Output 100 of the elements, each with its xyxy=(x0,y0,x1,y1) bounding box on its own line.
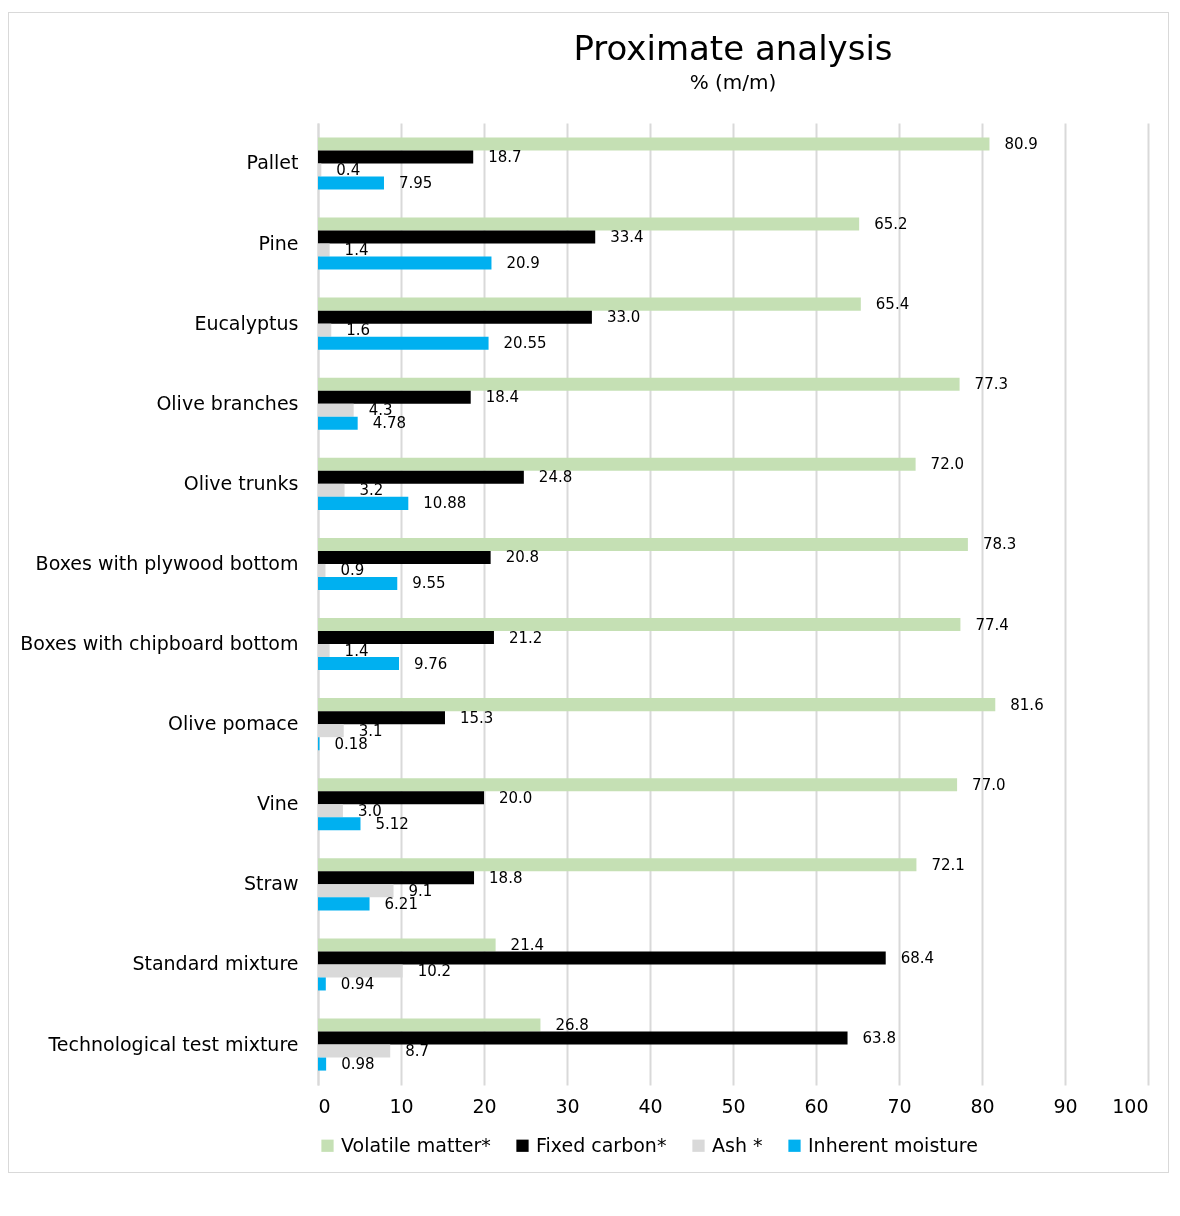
y-tick-label: Straw xyxy=(243,872,299,895)
bar xyxy=(318,804,343,818)
data-label: 65.4 xyxy=(875,295,910,314)
data-label: 21.2 xyxy=(508,628,543,647)
x-tick-label: 70 xyxy=(887,1094,912,1117)
data-label: 20.0 xyxy=(499,788,533,807)
bar xyxy=(318,778,958,792)
data-label: 77.3 xyxy=(974,375,1008,394)
y-tick-label: Olive trunks xyxy=(183,471,299,494)
data-label: 3.2 xyxy=(359,481,384,500)
data-label: 26.8 xyxy=(555,1016,589,1035)
data-label: 72.1 xyxy=(931,855,965,874)
bar xyxy=(318,897,370,911)
y-tick-label: Boxes with chipboard bottom xyxy=(20,632,299,655)
data-label: 20.55 xyxy=(503,334,547,353)
data-label: 1.6 xyxy=(346,321,371,340)
y-tick-label: Eucalyptus xyxy=(194,311,299,334)
bar xyxy=(318,871,475,885)
bar xyxy=(318,644,330,658)
bar xyxy=(318,496,409,510)
bar xyxy=(318,711,445,725)
data-label: 15.3 xyxy=(459,708,494,727)
legend-label: Inherent moisture xyxy=(808,1133,978,1156)
bar xyxy=(318,310,592,324)
bar xyxy=(318,163,322,177)
bar xyxy=(318,884,394,898)
x-tick-label: 80 xyxy=(970,1094,995,1117)
y-tick-label: Olive pomace xyxy=(168,712,299,735)
bar xyxy=(318,858,917,872)
data-label: 20.8 xyxy=(505,548,540,567)
y-tick-label: Boxes with plywood bottom xyxy=(35,551,299,574)
bar xyxy=(318,217,860,231)
y-tick-label: Technological test mixture xyxy=(47,1032,299,1055)
bar xyxy=(318,537,968,551)
data-label: 18.4 xyxy=(485,388,520,407)
bar xyxy=(318,631,494,645)
y-tick-label: Pine xyxy=(258,231,299,254)
bar xyxy=(318,1044,391,1058)
data-label: 0.4 xyxy=(336,160,361,179)
bar xyxy=(318,297,861,311)
bar xyxy=(318,256,492,270)
x-tick-label: 10 xyxy=(389,1094,414,1117)
data-label: 10.88 xyxy=(423,494,467,513)
data-label: 21.4 xyxy=(510,935,545,954)
x-tick-label: 0 xyxy=(318,1094,331,1117)
data-label: 7.95 xyxy=(398,173,433,192)
data-label: 8.7 xyxy=(405,1042,430,1061)
data-label: 77.4 xyxy=(975,615,1009,634)
data-label: 80.9 xyxy=(1004,134,1038,153)
data-label: 65.2 xyxy=(874,215,908,234)
bar xyxy=(318,323,332,337)
data-label: 33.0 xyxy=(606,308,641,327)
y-tick-label: Pallet xyxy=(246,151,299,174)
bar xyxy=(318,791,484,805)
bar xyxy=(318,1057,327,1071)
data-label: 18.8 xyxy=(489,868,523,887)
bar xyxy=(318,390,471,404)
bar xyxy=(318,817,361,831)
bar xyxy=(318,483,345,497)
data-label: 77.0 xyxy=(972,775,1006,794)
data-label: 72.0 xyxy=(930,455,965,474)
data-label: 1.4 xyxy=(344,641,369,660)
data-label: 18.7 xyxy=(488,147,522,166)
bar xyxy=(318,150,474,164)
bar xyxy=(318,1018,541,1032)
bar xyxy=(318,938,496,952)
x-tick-label: 20 xyxy=(472,1094,497,1117)
legend-label: Volatile matter* xyxy=(341,1133,491,1156)
bar xyxy=(318,336,489,350)
data-label: 78.3 xyxy=(982,535,1017,554)
bar xyxy=(318,951,886,965)
data-label: 9.76 xyxy=(414,654,448,673)
data-label: 10.2 xyxy=(417,961,452,980)
bar xyxy=(318,176,384,190)
data-label: 9.55 xyxy=(412,574,446,593)
bar xyxy=(318,698,996,712)
x-tick-label: 90 xyxy=(1053,1094,1078,1117)
y-tick-label: Vine xyxy=(256,792,299,815)
bar xyxy=(318,657,400,671)
x-tick-label: 50 xyxy=(721,1094,746,1117)
data-label: 20.9 xyxy=(506,254,540,273)
data-label: 24.8 xyxy=(538,468,573,487)
x-tick-label: 30 xyxy=(555,1094,580,1117)
bar xyxy=(318,977,326,991)
bar xyxy=(318,230,596,244)
data-label: 0.98 xyxy=(341,1055,375,1074)
data-label: 1.4 xyxy=(344,241,369,260)
bar xyxy=(318,137,990,151)
bar xyxy=(318,550,491,564)
x-tick-label: 60 xyxy=(804,1094,829,1117)
y-tick-label: Standard mixture xyxy=(132,952,299,975)
legend-label: Fixed carbon* xyxy=(536,1133,667,1156)
bar xyxy=(318,377,960,391)
bar xyxy=(318,576,398,590)
legend-label: Ash * xyxy=(712,1133,763,1156)
bar xyxy=(318,403,354,417)
data-label: 63.8 xyxy=(862,1029,896,1048)
chart-subtitle: % (m/m) xyxy=(689,70,777,94)
x-tick-label: 100 xyxy=(1112,1094,1149,1117)
y-tick-label: Olive branches xyxy=(156,391,299,414)
